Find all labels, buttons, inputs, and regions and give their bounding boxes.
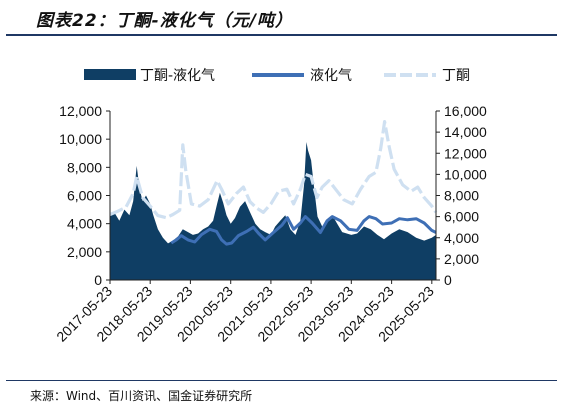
y-right-tick-label: 16,000: [444, 103, 487, 119]
y-right-tick-label: 10,000: [444, 166, 487, 182]
y-right-tick-label: 2,000: [444, 251, 479, 267]
legend-swatch-spread: [84, 69, 136, 80]
series-line-lpg: [170, 215, 437, 246]
legend-label-spread: 丁酮-液化气: [140, 68, 215, 84]
y-left-tick-label: 4,000: [67, 216, 102, 232]
y-left-tick-label: 0: [94, 272, 102, 288]
y-left-tick-label: 8,000: [67, 159, 102, 175]
y-left-tick-label: 6,000: [67, 188, 102, 204]
y-left-tick-label: 2,000: [67, 244, 102, 260]
series-area-spread: [110, 142, 436, 280]
legend-label-mek: 丁酮: [442, 68, 470, 84]
y-right-tick-label: 0: [444, 272, 452, 288]
title-divider: [6, 34, 557, 36]
plot-area: [109, 119, 438, 280]
y-right-tick-label: 6,000: [444, 209, 479, 225]
chart-title: 图表22：丁酮-液化气（元/吨）: [36, 11, 293, 31]
source-note: 来源：Wind、百川资讯、国金证券研究所: [30, 389, 253, 403]
y-right-tick-label: 12,000: [444, 145, 487, 161]
y-right-tick-label: 8,000: [444, 188, 479, 204]
y-left-tick-label: 10,000: [59, 131, 102, 147]
series-line-mek: [109, 119, 438, 220]
source-divider: [6, 380, 557, 381]
legend-label-lpg: 液化气: [310, 68, 352, 84]
legend: 丁酮-液化气 液化气 丁酮: [84, 68, 470, 84]
y-right-tick-label: 4,000: [444, 230, 479, 246]
y-left-tick-label: 12,000: [59, 103, 102, 119]
y-right-tick-label: 14,000: [444, 124, 487, 140]
